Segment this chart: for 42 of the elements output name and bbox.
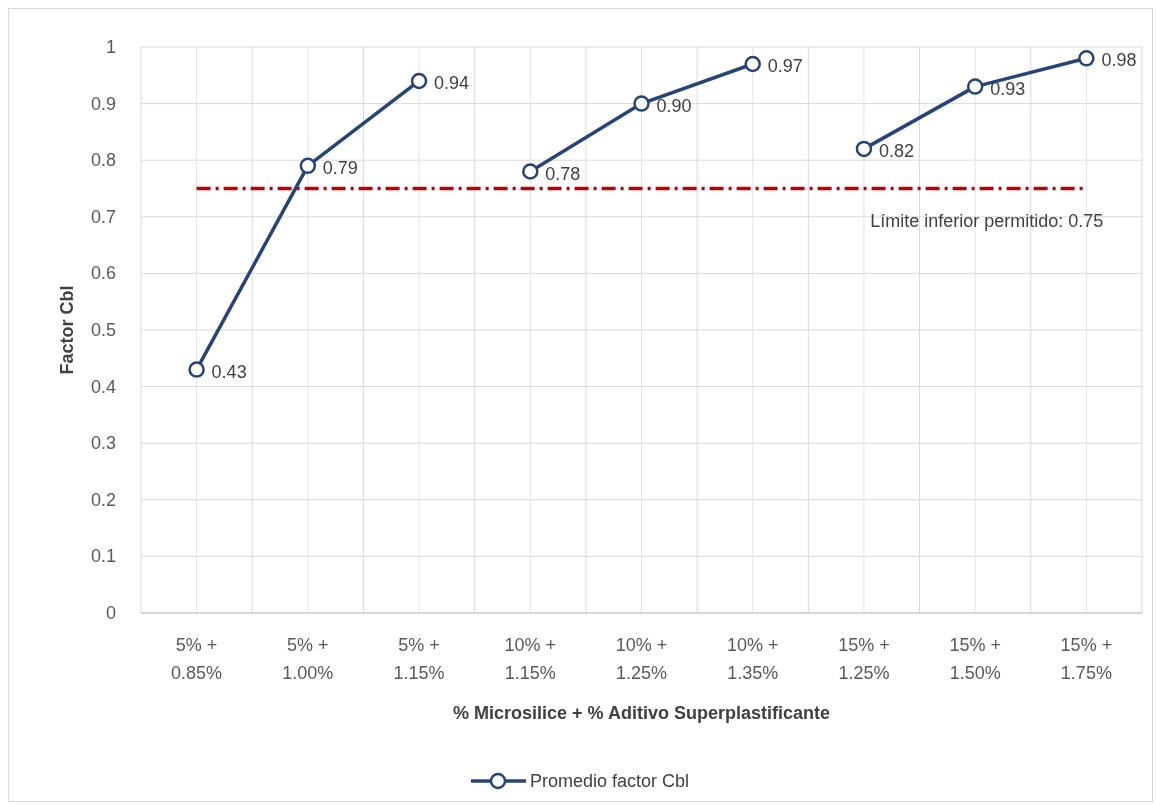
point xyxy=(1078,50,1095,67)
x-tick-label: 15% + 1.75% xyxy=(1060,635,1113,683)
y-tick-label: 0.6 xyxy=(90,263,116,284)
point xyxy=(633,95,650,112)
y-tick-label: 0.9 xyxy=(90,93,116,114)
point xyxy=(522,163,539,180)
y-tick-label: 0.3 xyxy=(90,433,116,454)
y-tick-label: 0.7 xyxy=(90,206,116,227)
x-tick-label: 15% + 1.50% xyxy=(949,635,1001,683)
data-label: 0.97 xyxy=(767,55,803,76)
data-label: 0.98 xyxy=(1101,50,1137,71)
ref-line-label: Límite inferior permitido: 0.75 xyxy=(870,210,1104,231)
y-tick-label: 0.5 xyxy=(90,320,116,340)
x-tick-label: 5% + 0.85% xyxy=(171,635,223,683)
data-label: 0.82 xyxy=(878,140,914,161)
data-label: 0.94 xyxy=(434,72,470,93)
data-label: 0.78 xyxy=(545,163,581,184)
point xyxy=(188,361,205,378)
x-tick-label: 10% + 1.15% xyxy=(504,635,557,683)
x-tick-label: 15% + 1.25% xyxy=(838,635,890,683)
point xyxy=(966,78,984,95)
y-axis-title: Factor Cbl xyxy=(57,285,77,375)
data-label: 0.79 xyxy=(322,157,358,178)
y-tick-label: 1 xyxy=(105,37,116,57)
x-tick-label: 5% + 1.00% xyxy=(282,635,334,683)
data-label: 0.90 xyxy=(656,95,692,116)
x-axis-title: % Microsilice + % Aditivo Superplastificante xyxy=(453,703,830,723)
x-tick-label: 10% + 1.35% xyxy=(726,635,779,683)
point xyxy=(744,55,761,73)
y-tick-label: 0.4 xyxy=(90,376,116,397)
y-tick-label: 0.2 xyxy=(90,489,116,510)
y-tick-label: 0.8 xyxy=(90,150,116,171)
y-tick-label: 0 xyxy=(105,603,116,623)
data-label: 0.43 xyxy=(211,361,247,382)
x-tick-label: 5% + 1.15% xyxy=(393,635,445,683)
point xyxy=(410,72,428,90)
legend-label: Promedio factor Cbl xyxy=(530,771,690,791)
x-tick-label: 10% + 1.25% xyxy=(615,635,668,683)
data-label: 0.93 xyxy=(990,78,1026,99)
y-tick-label: 0.1 xyxy=(90,546,116,567)
point xyxy=(855,140,873,158)
point xyxy=(299,157,317,175)
